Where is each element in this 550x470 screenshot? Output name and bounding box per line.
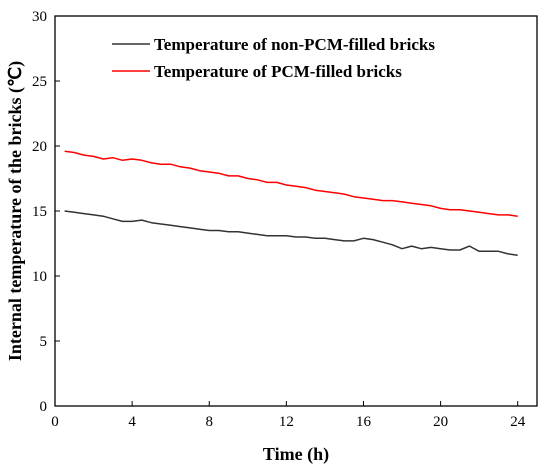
series-layer (64, 150, 518, 256)
y-tick-label-0: 0 (40, 399, 48, 415)
x-tick-label-2: 8 (205, 414, 213, 430)
y-tick-label-6: 30 (32, 9, 47, 25)
y-tick-label-3: 15 (32, 204, 47, 220)
y-axis-title: Internal temperature of the bricks (℃) (5, 61, 26, 361)
x-axis-title: Time (h) (263, 444, 329, 465)
x-tick-label-5: 20 (433, 414, 448, 430)
x-tick-label-1: 4 (128, 414, 136, 430)
legend-label-non-pcm: Temperature of non-PCM-filled bricks (154, 35, 435, 54)
x-tick-label-6: 24 (510, 414, 526, 430)
legend: Temperature of non-PCM-filled bricks Tem… (112, 35, 435, 81)
x-tick-label-3: 12 (279, 414, 294, 430)
legend-label-pcm: Temperature of PCM-filled bricks (154, 62, 402, 81)
y-tick-label-5: 25 (32, 74, 47, 90)
tick-layer: 0 4 8 12 16 20 24 0 5 10 15 20 25 30 (32, 9, 526, 430)
y-tick-label-2: 10 (32, 269, 47, 285)
y-tick-label-4: 20 (32, 139, 47, 155)
series-line-0 (64, 210, 518, 256)
y-tick-label-1: 5 (40, 334, 48, 350)
x-tick-label-0: 0 (51, 414, 59, 430)
x-tick-label-4: 16 (356, 414, 372, 430)
series-line-1 (64, 150, 518, 217)
